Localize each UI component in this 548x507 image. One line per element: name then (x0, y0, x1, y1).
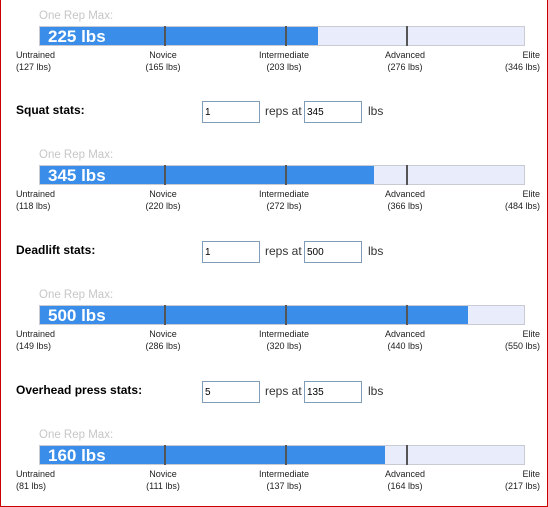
level-label: Advanced (384, 329, 426, 339)
level-label: Intermediate (258, 329, 310, 339)
level-label: Untrained (16, 469, 56, 479)
level-marker (406, 165, 408, 185)
level-marker (285, 445, 287, 465)
one-rep-max-label: One Rep Max: (39, 429, 114, 441)
level-label: Elite (522, 189, 540, 199)
reps-input[interactable] (202, 381, 260, 403)
level-marker (164, 445, 166, 465)
level-marker (285, 26, 287, 46)
level-threshold: (149 lbs) (16, 341, 52, 351)
level-marker (164, 165, 166, 185)
one-rep-max-label: One Rep Max: (39, 10, 114, 22)
level-threshold: (81 lbs) (16, 481, 47, 491)
bar-fill (40, 446, 385, 464)
one-rep-max-block: One Rep Max: 160 lbs Untrained (81 lbs) Novi… (0, 421, 548, 491)
level-threshold: (366 lbs) (387, 201, 423, 211)
bar-fill (40, 166, 375, 184)
strength-level-bar: 225 lbs (39, 26, 525, 46)
level-marker (164, 26, 166, 46)
stats-label: Deadlift stats: (16, 243, 96, 257)
strength-level-bar: 500 lbs (39, 305, 525, 325)
level-marker (406, 445, 408, 465)
level-threshold: (127 lbs) (16, 62, 52, 72)
lbs-label: lbs (368, 384, 384, 398)
level-threshold: (272 lbs) (266, 201, 302, 211)
one-rep-max-value: 500 lbs (48, 306, 106, 325)
bar-fill (40, 306, 469, 324)
one-rep-max-value: 225 lbs (48, 27, 106, 46)
level-label: Novice (149, 329, 177, 339)
reps-at-label: reps at (265, 104, 302, 118)
level-threshold: (118 lbs) (16, 201, 51, 211)
level-marker (285, 165, 287, 185)
one-rep-max-label: One Rep Max: (39, 289, 114, 301)
level-marker (406, 26, 408, 46)
level-label: Untrained (16, 50, 56, 60)
level-threshold: (203 lbs) (266, 62, 302, 72)
level-threshold: (220 lbs) (145, 201, 181, 211)
one-rep-max-value: 345 lbs (48, 166, 106, 185)
bar-fill (40, 27, 318, 45)
level-threshold: (320 lbs) (266, 341, 302, 351)
reps-at-label: reps at (265, 244, 302, 258)
level-threshold: (137 lbs) (266, 481, 302, 491)
level-label: Elite (522, 50, 540, 60)
level-label: Advanced (384, 50, 426, 60)
level-label: Untrained (16, 329, 56, 339)
weight-input[interactable] (304, 381, 362, 403)
stats-row: Squat stats: reps at lbs (0, 101, 548, 131)
level-threshold: (346 lbs) (504, 62, 540, 72)
level-marker (164, 305, 166, 325)
level-threshold: (164 lbs) (387, 481, 423, 491)
level-label: Intermediate (258, 189, 310, 199)
stats-row: Deadlift stats: reps at lbs (0, 241, 548, 271)
one-rep-max-block: One Rep Max: 500 lbs Untrained (149 lbs) Nov… (0, 281, 548, 351)
stats-label: Overhead press stats: (16, 383, 143, 397)
lbs-label: lbs (368, 104, 384, 118)
level-label: Untrained (16, 189, 56, 199)
level-label: Advanced (384, 469, 426, 479)
one-rep-max-block: One Rep Max: 225 lbs Untrained (127 lbs) Nov… (0, 2, 548, 72)
level-label: Intermediate (258, 469, 310, 479)
level-threshold: (165 lbs) (145, 62, 181, 72)
level-threshold: (286 lbs) (145, 341, 181, 351)
level-threshold: (440 lbs) (387, 341, 423, 351)
stats-row: Overhead press stats: reps at lbs (0, 381, 548, 411)
one-rep-max-block: One Rep Max: 345 lbs Untrained (118 lbs) Nov… (0, 141, 548, 211)
reps-input[interactable] (202, 101, 260, 123)
weight-input[interactable] (304, 101, 362, 123)
level-threshold: (111 lbs) (146, 481, 180, 491)
reps-at-label: reps at (265, 384, 302, 398)
level-threshold: (550 lbs) (504, 341, 540, 351)
level-label: Intermediate (258, 50, 310, 60)
level-label: Novice (149, 50, 177, 60)
stats-label: Squat stats: (16, 103, 85, 117)
lbs-label: lbs (368, 244, 384, 258)
level-label: Elite (522, 469, 540, 479)
level-label: Advanced (384, 189, 426, 199)
one-rep-max-label: One Rep Max: (39, 149, 114, 161)
strength-level-bar: 160 lbs (39, 445, 525, 465)
level-label: Elite (522, 329, 540, 339)
strength-level-bar: 345 lbs (39, 165, 525, 185)
weight-input[interactable] (304, 241, 362, 263)
level-threshold: (276 lbs) (387, 62, 423, 72)
level-marker (285, 305, 287, 325)
level-marker (406, 305, 408, 325)
level-label: Novice (149, 189, 177, 199)
level-threshold: (217 lbs) (504, 481, 540, 491)
level-label: Novice (149, 469, 177, 479)
one-rep-max-value: 160 lbs (48, 446, 106, 465)
reps-input[interactable] (202, 241, 260, 263)
level-threshold: (484 lbs) (504, 201, 540, 211)
